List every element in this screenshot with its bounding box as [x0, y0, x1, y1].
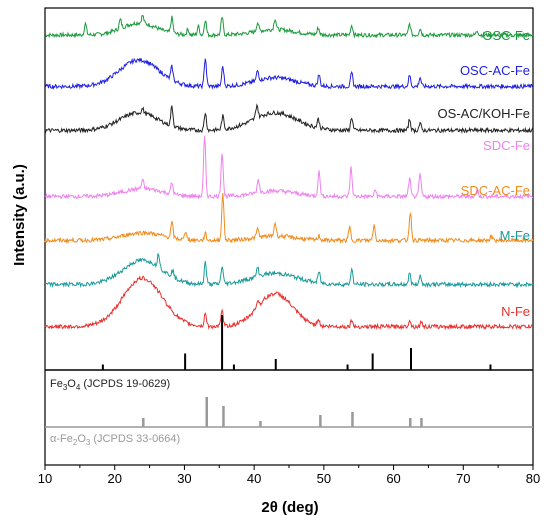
reference-label: Fe3O4 (JCPDS 19-0629)	[50, 378, 170, 392]
series-label: M-Fe	[500, 228, 530, 243]
series-label: SDC-AC-Fe	[461, 183, 530, 198]
y-axis-title: Intensity (a.u.)	[11, 164, 28, 266]
x-axis-ticks: 10 20 30 40 50 60 70 80	[38, 465, 540, 486]
plot-area: OSC-Fe OSC-AC-Fe OS-AC/KOH-Fe SDC-Fe SDC-AC-…	[44, 7, 534, 466]
reference-label: α-Fe2O3 (JCPDS 33-0664)	[50, 433, 180, 447]
series-line-osc-ac-fe	[44, 57, 534, 91]
x-tick-label: 50	[317, 471, 331, 486]
series-line-m-fe	[44, 252, 534, 289]
series-line-os-ac-koh-fe	[44, 103, 534, 135]
x-tick-label: 20	[107, 471, 121, 486]
series-label: OSC-Fe	[482, 28, 530, 43]
x-tick-label: 30	[177, 471, 191, 486]
x-tick-label: 70	[456, 471, 470, 486]
series-line-n-fe	[44, 275, 534, 331]
series-label: OSC-AC-Fe	[460, 63, 530, 78]
series-label: SDC-Fe	[483, 138, 530, 153]
x-tick-label: 60	[386, 471, 400, 486]
series-line-sdc-ac-fe	[44, 192, 534, 244]
series-line-sdc-fe	[44, 136, 534, 200]
x-tick-label: 40	[247, 471, 261, 486]
series-label: OS-AC/KOH-Fe	[438, 106, 530, 121]
x-axis-title: 2θ (deg)	[261, 499, 318, 516]
series-label: N-Fe	[501, 304, 530, 319]
x-tick-label: 80	[526, 471, 540, 486]
x-tick-label: 10	[38, 471, 52, 486]
series-line-osc-fe	[44, 15, 534, 39]
